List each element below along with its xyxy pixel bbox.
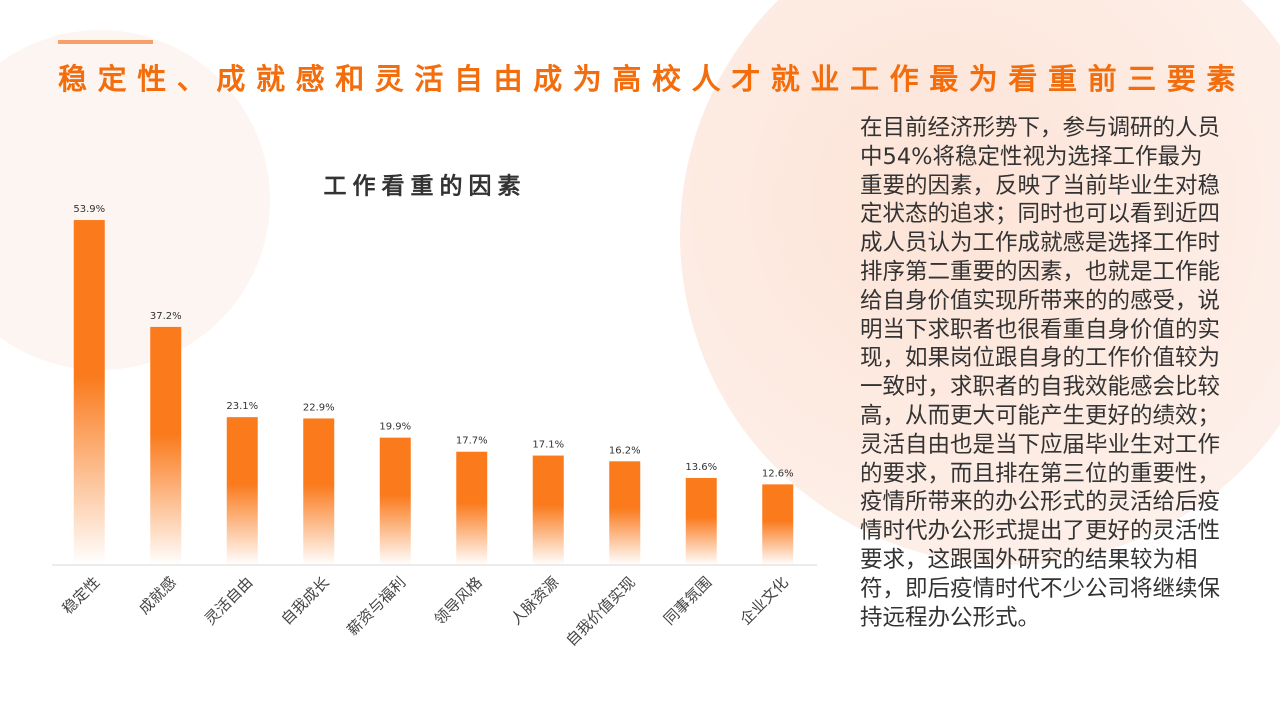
bar [456, 451, 488, 565]
bar [226, 417, 258, 565]
x-tick-label: 同事氛围 [660, 573, 715, 628]
value-label: 13.6% [685, 462, 717, 473]
x-tick-label: 企业文化 [737, 573, 792, 628]
x-tick-label: 自我成长 [278, 573, 333, 628]
value-label: 16.2% [609, 445, 641, 456]
bar [150, 326, 182, 565]
bg-circle [0, 30, 270, 370]
bg-circle [680, 0, 1280, 565]
bar [532, 455, 564, 565]
bar [73, 220, 105, 566]
x-tick-label: 稳定性 [59, 573, 104, 618]
bar [379, 437, 411, 565]
value-label: 23.1% [226, 401, 258, 412]
x-tick-label: 薪资与福利 [343, 573, 409, 639]
x-tick-label: 自我价值实现 [562, 573, 638, 649]
value-label: 53.9% [73, 204, 105, 215]
accent-line [58, 40, 153, 44]
bar [303, 418, 335, 565]
x-tick-label: 人脉资源 [507, 573, 562, 628]
value-label: 22.9% [303, 402, 335, 413]
value-label: 17.1% [532, 440, 564, 451]
bar [762, 484, 794, 565]
value-label: 17.7% [456, 436, 488, 447]
chart-title: 工作看重的因素 [324, 173, 527, 200]
value-label: 19.9% [379, 422, 411, 433]
bar [685, 477, 717, 565]
x-tick-label: 灵活自由 [201, 573, 256, 628]
value-label: 37.2% [150, 311, 182, 322]
paragraph: 在目前经济形势下，参与调研的人员中54%将稳定性视为选择工作最为重要的因素，反映… [860, 115, 1221, 631]
bar [609, 461, 641, 565]
x-tick-label: 领导风格 [431, 573, 486, 628]
slide-title: 稳定性、成就感和灵活自由成为高校人才就业工作最为看重前三要素 [58, 62, 1247, 96]
x-tick-label: 成就感 [135, 573, 180, 618]
value-label: 12.6% [762, 468, 794, 479]
